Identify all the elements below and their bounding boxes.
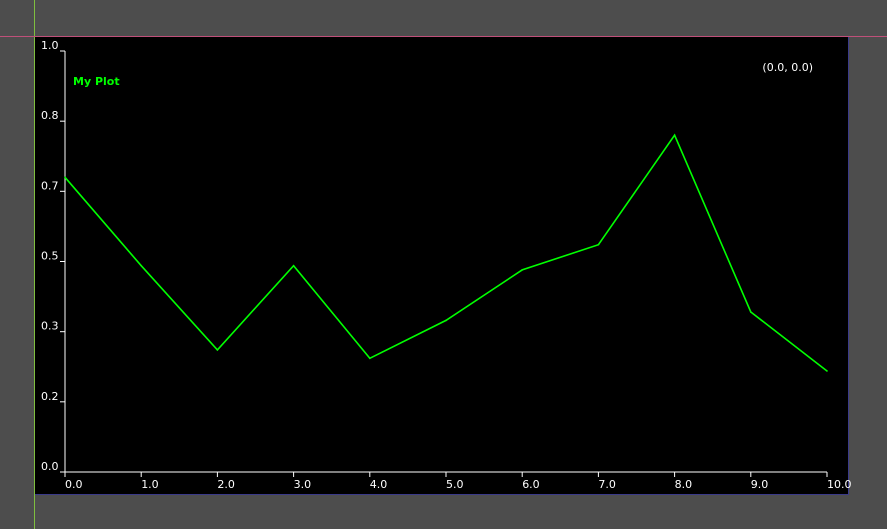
x-tick-label: 6.0 — [522, 478, 540, 491]
x-tick-label: 10.0 — [827, 478, 852, 491]
data-point — [445, 319, 447, 322]
y-tick-label: 0.3 — [41, 320, 59, 333]
axes: 0.0 1.0 2.0 3.0 4.0 5.0 6.0 7.0 8.0 9.0 10.0 0.0 0.2… — [41, 39, 852, 491]
y-tick-label: 0.7 — [41, 179, 59, 192]
x-tick-label: 1.0 — [141, 478, 159, 491]
x-tick-label: 9.0 — [751, 478, 769, 491]
x-tick-label: 2.0 — [217, 478, 235, 491]
x-tick-label: 0.0 — [65, 478, 83, 491]
data-point — [521, 269, 523, 271]
data-point — [140, 264, 142, 267]
x-tick-label: 7.0 — [598, 478, 616, 491]
data-point — [750, 311, 752, 313]
y-tick-label: 0.0 — [41, 460, 59, 473]
data-point — [673, 134, 676, 136]
series-layer — [64, 133, 828, 372]
x-tick-label: 8.0 — [675, 478, 693, 491]
plot-panel[interactable] — [35, 37, 849, 495]
y-tick-label: 1.0 — [41, 39, 59, 52]
vertical-guide-line — [34, 0, 35, 529]
x-tick-label: 5.0 — [446, 478, 464, 491]
data-point — [64, 176, 66, 179]
cursor-coordinate-readout: (0.0, 0.0) — [762, 61, 813, 74]
x-tick-label: 3.0 — [294, 478, 312, 491]
horizontal-guide-line — [0, 36, 887, 37]
data-point — [826, 370, 828, 372]
x-tick-label: 4.0 — [370, 478, 388, 491]
y-tick-label: 0.2 — [41, 390, 59, 403]
data-point — [216, 349, 219, 351]
y-tick-label: 0.5 — [41, 250, 59, 263]
y-tick-label: 0.8 — [41, 109, 59, 122]
data-point — [597, 243, 600, 246]
data-point — [369, 357, 371, 360]
legend-entry-series-name: My Plot — [73, 75, 120, 88]
series-line — [64, 133, 828, 372]
data-point — [292, 264, 295, 267]
